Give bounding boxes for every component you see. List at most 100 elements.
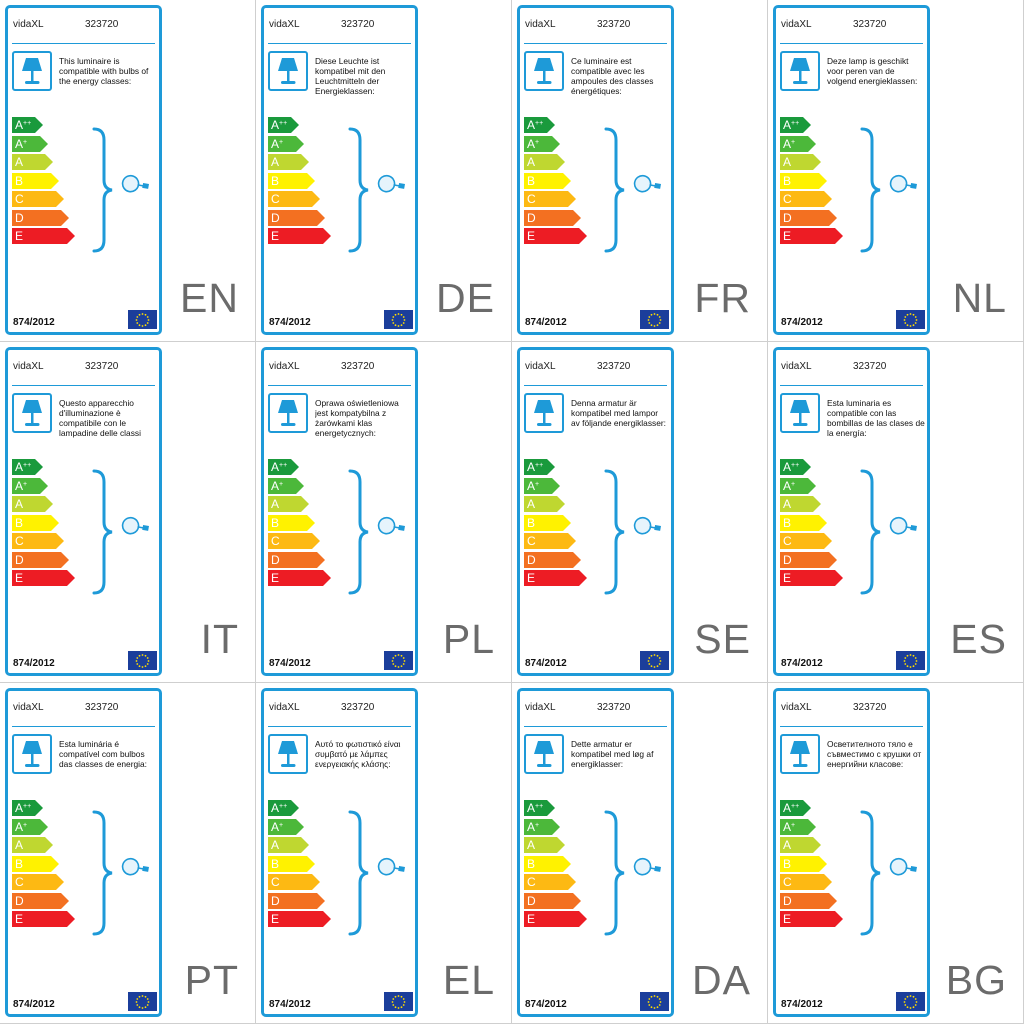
class-letter: B [271, 515, 280, 530]
class-letter: C [15, 875, 24, 889]
product-code: 323720 [597, 702, 631, 713]
language-code: PL [442, 616, 495, 662]
energy-class-letter: C [783, 192, 792, 206]
brand-name: vidaXL [269, 19, 300, 30]
class-letter: A [15, 118, 24, 132]
energy-class-letter: E [783, 571, 791, 585]
energy-class-letter: E [783, 912, 791, 926]
class-superscript: ++ [791, 120, 800, 127]
compatibility-text: Осветителното тяло е съвместимо с крушки… [827, 739, 922, 769]
energy-class-letter: A++ [15, 118, 31, 132]
language-panel: vidaXL 323720 Esta luminaria es compatib… [768, 342, 1024, 683]
bulb-icon [889, 516, 917, 535]
lamp-icon [22, 58, 42, 84]
class-letter: D [527, 210, 536, 225]
class-superscript: ++ [23, 120, 32, 127]
divider [268, 43, 411, 44]
energy-class-letter: A+ [271, 479, 283, 493]
class-letter: D [271, 210, 280, 225]
lamp-icon [278, 741, 298, 767]
energy-class-letter: A++ [783, 801, 799, 815]
divider [12, 726, 155, 727]
class-letter: C [783, 192, 792, 206]
class-letter: C [527, 875, 536, 889]
compatibility-text: Deze lamp is geschikt voor peren van de … [827, 56, 918, 86]
brace-icon [348, 469, 369, 595]
energy-class-letter: B [783, 516, 791, 530]
class-letter: A [527, 801, 536, 815]
class-letter: A [15, 460, 24, 474]
class-superscript: ++ [791, 462, 800, 469]
lamp-icon [790, 741, 810, 767]
energy-class-letter: A [783, 497, 791, 511]
language-panel: vidaXL 323720 Diese Leuchte ist kompatib… [256, 0, 512, 342]
class-letter: A [15, 497, 24, 511]
class-letter: A [271, 118, 280, 132]
eu-flag-icon [128, 651, 157, 670]
brand-name: vidaXL [13, 19, 44, 30]
energy-class-letter: C [527, 534, 536, 548]
energy-class-letter: B [783, 857, 791, 871]
energy-class-letter: E [15, 229, 23, 243]
brace-icon [860, 469, 881, 595]
energy-label-card: vidaXL 323720 Diese Leuchte ist kompatib… [261, 5, 418, 335]
product-code: 323720 [341, 361, 375, 372]
class-letter: C [15, 534, 24, 548]
energy-class-letter: A [271, 497, 279, 511]
energy-label-card: vidaXL 323720 Αυτό το φωτιστικό είναι συ… [261, 688, 418, 1017]
energy-class-letter: D [15, 894, 24, 908]
lamp-icon-box [524, 734, 564, 774]
energy-class-letter: A++ [783, 460, 799, 474]
language-code: PT [184, 957, 239, 1003]
product-code: 323720 [853, 19, 887, 30]
class-letter: E [271, 229, 280, 243]
class-letter: D [783, 893, 792, 908]
class-letter: C [15, 192, 24, 206]
class-letter: A [527, 478, 536, 493]
energy-class-letter: B [527, 174, 535, 188]
energy-class-letter: C [271, 534, 280, 548]
class-letter: A [527, 819, 536, 834]
lamp-icon-box [12, 393, 52, 433]
class-letter: A [783, 136, 792, 151]
regulation-number: 874/2012 [13, 658, 55, 669]
energy-class-letter: D [271, 553, 280, 567]
class-superscript: ++ [535, 462, 544, 469]
energy-class-letter: B [271, 516, 279, 530]
energy-class-letter: D [527, 894, 536, 908]
energy-class-letter: A+ [527, 820, 539, 834]
energy-class-letter: A++ [527, 118, 543, 132]
divider [12, 385, 155, 386]
energy-label-card: vidaXL 323720 Esta luminaria es compatib… [773, 347, 930, 676]
language-panel: vidaXL 323720 This luminaire is compatib… [0, 0, 256, 342]
class-superscript: ++ [535, 120, 544, 127]
energy-class-letter: A [15, 838, 23, 852]
language-panel: vidaXL 323720 Ce luminaire est compatibl… [512, 0, 768, 342]
brace-icon [860, 810, 881, 936]
energy-class-letter: A++ [15, 801, 31, 815]
energy-class-letter: E [527, 912, 535, 926]
class-superscript: + [279, 480, 284, 488]
brace-icon [348, 127, 369, 253]
language-code: IT [200, 616, 239, 662]
brand-name: vidaXL [525, 361, 556, 372]
product-code: 323720 [85, 702, 119, 713]
energy-class-letter: D [783, 894, 792, 908]
class-letter: E [527, 571, 536, 585]
class-letter: A [271, 155, 280, 169]
energy-class-letter: D [271, 211, 280, 225]
brace-icon [92, 127, 113, 253]
class-letter: D [783, 210, 792, 225]
compatibility-text: Ce luminaire est compatible avec les amp… [571, 56, 654, 96]
class-letter: A [783, 460, 792, 474]
energy-label-card: vidaXL 323720 Questo apparecchio d'illum… [5, 347, 162, 676]
class-letter: A [783, 155, 792, 169]
language-panel: vidaXL 323720 Denna armatur är kompatibe… [512, 342, 768, 683]
lamp-icon [278, 400, 298, 426]
class-letter: C [783, 534, 792, 548]
divider [780, 43, 923, 44]
product-code: 323720 [341, 702, 375, 713]
language-panel: vidaXL 323720 Αυτό το φωτιστικό είναι συ… [256, 683, 512, 1024]
energy-label-card: vidaXL 323720 Esta luminária é compatíve… [5, 688, 162, 1017]
energy-label-card: vidaXL 323720 Dette armatur er kompatibe… [517, 688, 674, 1017]
